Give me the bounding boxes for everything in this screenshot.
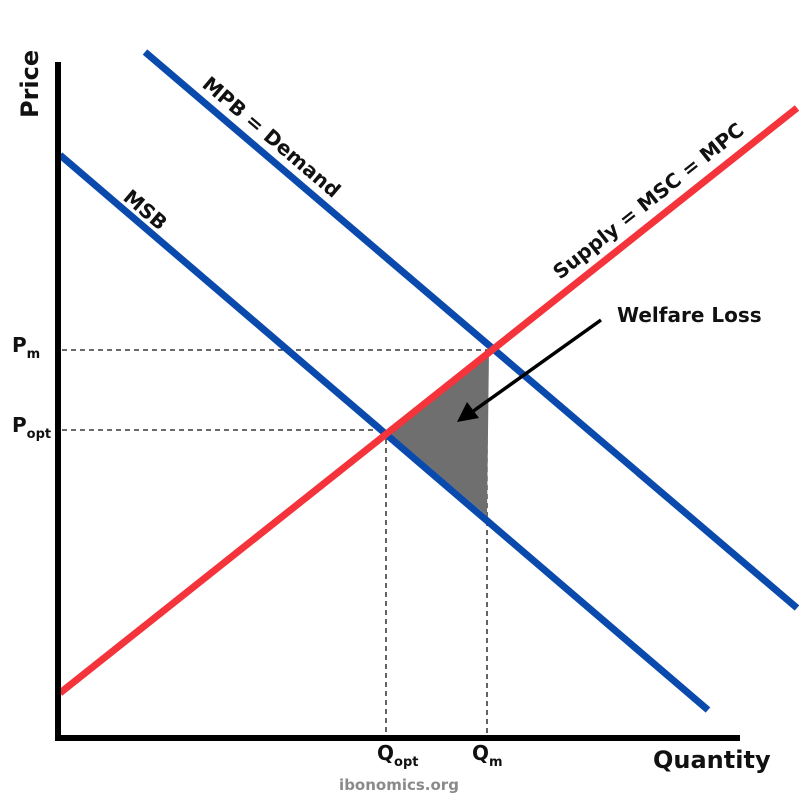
- popt-label: Popt: [12, 413, 51, 442]
- pm-label-sub: m: [27, 347, 41, 362]
- supply-msc-mpc-label: Supply = MSC = MPC: [548, 118, 748, 284]
- welfare-loss-label: Welfare Loss: [617, 303, 762, 327]
- qopt-label: Qopt: [377, 741, 418, 770]
- qopt-label-main: Q: [377, 741, 394, 765]
- pm-label: Pm: [12, 333, 40, 362]
- supply-msc-mpc-curve: [57, 105, 800, 696]
- welfare-loss-area: [386, 350, 489, 516]
- site-credit: ibonomics.org: [339, 776, 459, 794]
- mpb-demand-label: MPB = Demand: [198, 72, 346, 203]
- welfare-loss-arrow-shaft: [470, 318, 603, 414]
- qm-label-sub: m: [489, 755, 503, 770]
- popt-label-sub: opt: [27, 427, 51, 442]
- qm-label: Qm: [472, 741, 503, 770]
- welfare-loss-arrow-head: [457, 402, 479, 422]
- x-axis-title: Quantity: [653, 746, 771, 774]
- mpb-demand-curve: [142, 49, 800, 611]
- y-axis-title: Price: [16, 50, 44, 118]
- popt-label-main: P: [12, 413, 27, 437]
- pm-label-main: P: [12, 333, 27, 357]
- qm-label-main: Q: [472, 741, 489, 765]
- qopt-label-sub: opt: [394, 755, 418, 770]
